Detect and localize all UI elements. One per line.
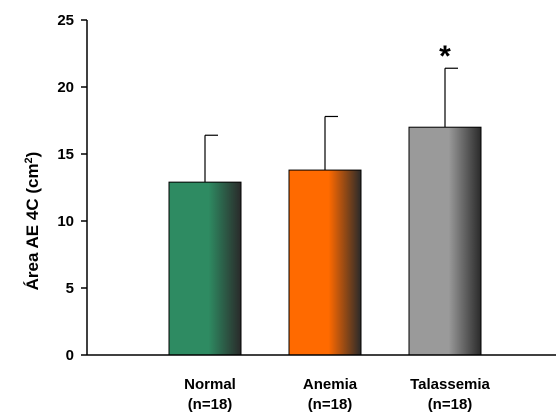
x-category-n-label: (n=18) <box>308 396 353 413</box>
y-tick-label: 15 <box>57 146 74 163</box>
y-axis-label-superscript: 2 <box>23 157 35 163</box>
bar-talassemia <box>408 126 482 356</box>
x-axis-category-labels: Normal (n=18) Anemia (n=18) Talassemia (n=18) <box>184 376 490 413</box>
x-category-n-label: (n=18) <box>188 396 233 413</box>
bar-normal <box>168 181 242 356</box>
x-category-n-label: (n=18) <box>428 396 473 413</box>
y-axis-label: Área AE 4C (cm2) <box>23 152 42 291</box>
error-bars <box>204 67 458 183</box>
y-axis-ticks: 0 5 10 15 20 25 <box>57 12 87 364</box>
y-tick-label: 25 <box>57 12 74 29</box>
bars <box>168 126 482 356</box>
x-category-label: Talassemia <box>410 376 490 393</box>
significance-annotations: * <box>439 40 451 73</box>
y-tick-label: 5 <box>66 280 74 297</box>
y-tick-label: 10 <box>57 213 74 230</box>
x-category-label: Normal <box>184 376 236 393</box>
y-axis-label-suffix: ) <box>23 152 42 158</box>
y-tick-label: 20 <box>57 79 74 96</box>
y-axis-label-main: Área AE 4C (cm <box>23 163 42 290</box>
bar-anemia <box>288 169 362 356</box>
x-category-label: Anemia <box>303 376 358 393</box>
significance-asterisk: * <box>439 40 451 73</box>
y-tick-label: 0 <box>66 347 74 364</box>
